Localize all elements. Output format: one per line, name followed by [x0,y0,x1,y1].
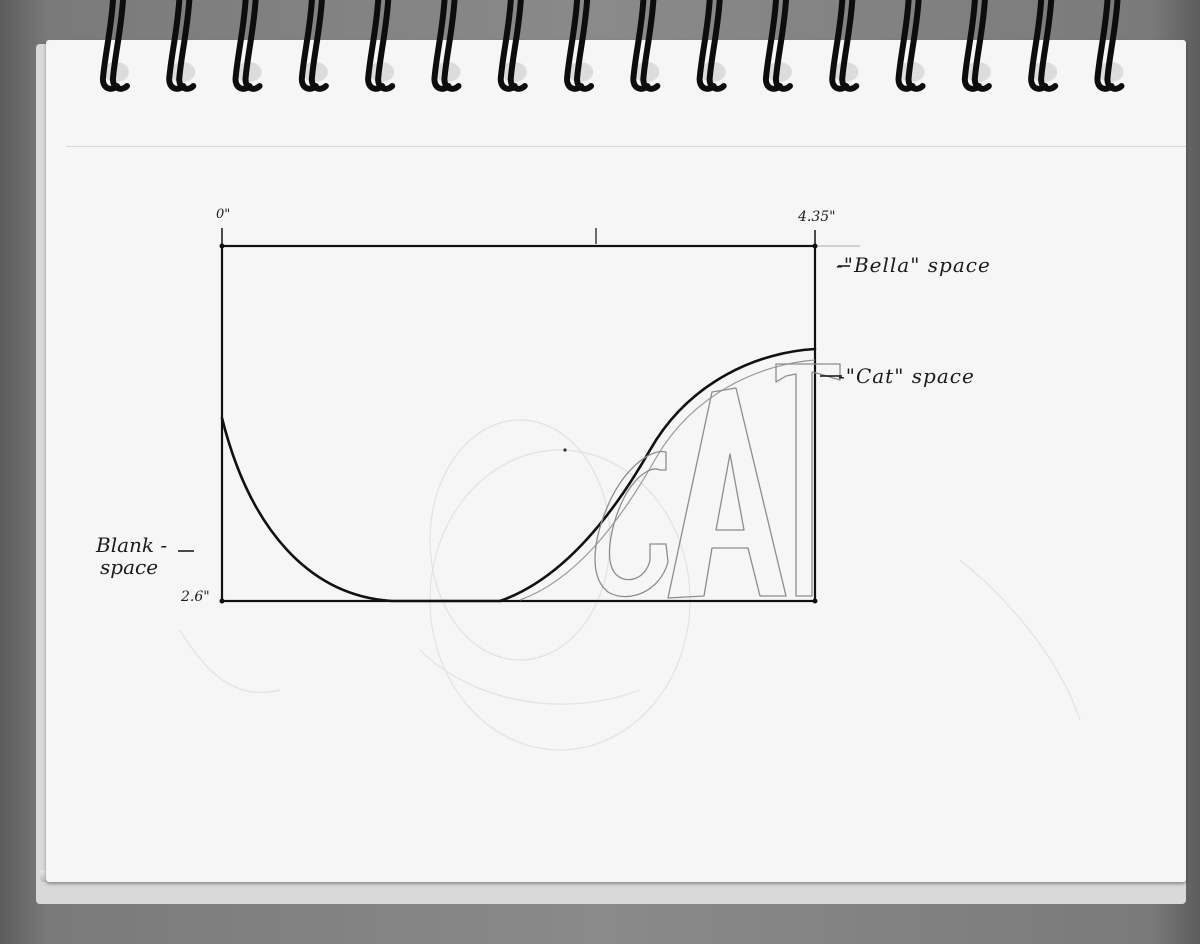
page-fold-line [66,146,1186,147]
dimension-height-label: 2.6" [181,589,210,605]
spiral-loop [895,0,926,92]
blank-space-label-line2: space [100,555,159,579]
blank-space-curve [220,416,502,603]
letter-a-outline [667,387,787,599]
cat-lettering [594,363,841,599]
spiral-loop [1028,0,1059,92]
cat-space-curve [498,347,817,603]
spiral-loop [630,0,661,92]
spiral-loop [497,0,528,92]
spiral-loop [762,0,793,92]
spiral-loop [166,0,197,92]
spiral-loop [232,0,263,92]
spiral-loop [99,0,130,92]
spiral-loop [1094,0,1125,92]
spiral-loop [696,0,727,92]
dimension-start-label: 0" [216,207,231,222]
spiral-loop [564,0,595,92]
spiral-loop [961,0,992,92]
blank-space-label-line1: Blank - [96,533,168,557]
bella-space-label: -"Bella" space [836,253,991,277]
blank-space-label: Blank - space [96,534,167,578]
dimension-width-label: 4.35" [798,209,836,225]
letter-t-outline [775,363,841,597]
cat-space-label: -"Cat" space [838,364,975,388]
spiral-loop [365,0,396,92]
spiral-loop [829,0,860,92]
spiral-binding-icon [99,0,1125,92]
label-boundary-rect [220,244,817,603]
letter-c-outline [594,450,669,598]
spiral-loop [298,0,329,92]
pencil-smudges [179,419,1081,751]
spiral-loop [431,0,462,92]
pencil-curve-outline [519,359,816,601]
